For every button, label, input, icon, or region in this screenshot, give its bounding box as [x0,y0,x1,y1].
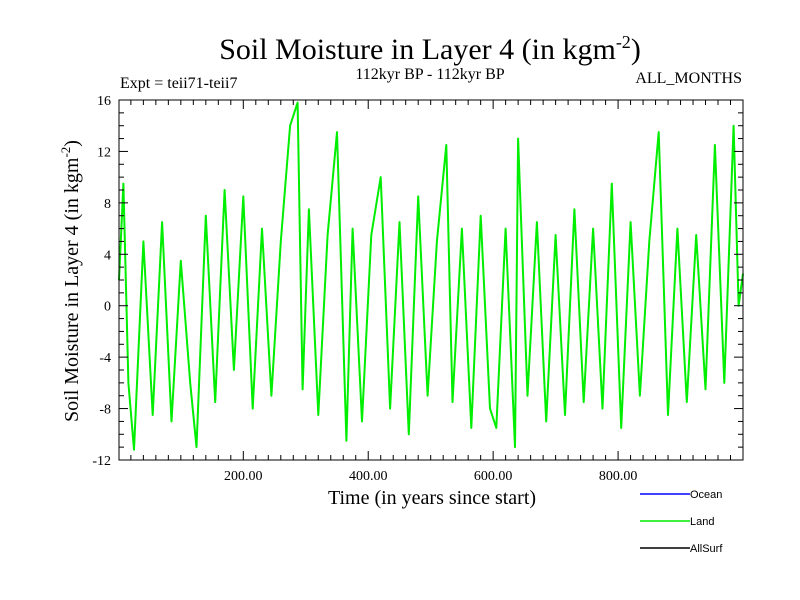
y-tick-label: 8 [104,197,111,212]
y-tick-label: 12 [97,145,111,160]
series-line-land [118,101,744,451]
x-tick-label: 200.00 [224,469,263,484]
axes: -12 -8 -4 0 4 8 12 16 200.00 400.00 600.00 800.00 [92,94,744,484]
x-tick-label: 400.00 [349,469,388,484]
plot-area [118,101,744,451]
x-tick-label: 600.00 [474,469,513,484]
legend-label-allsurf: AllSurf [690,543,723,555]
legend-label-land: Land [690,516,714,528]
months-label: ALL_MONTHS [635,70,742,87]
chart-subtitle: 112kyr BP - 112kyr BP [355,66,505,83]
y-tick-label: 16 [97,94,111,109]
y-axis-title: Soil Moisture in Layer 4 (in kgm-2) [58,140,83,422]
plot-frame [118,99,744,461]
y-tick-label: -12 [92,454,111,469]
legend: Ocean Land AllSurf [640,489,723,555]
y-tick-label: -4 [99,351,111,366]
legend-label-ocean: Ocean [690,489,722,501]
x-axis-title: Time (in years since start) [328,487,536,509]
x-tick-label: 800.00 [599,469,638,484]
chart-title: Soil Moisture in Layer 4 (in kgm-2) [219,32,641,66]
y-tick-label: -8 [99,403,111,418]
y-tick-label: 4 [104,248,111,263]
experiment-label: Expt = teii71-teii7 [120,75,238,92]
y-tick-label: 0 [104,300,111,315]
